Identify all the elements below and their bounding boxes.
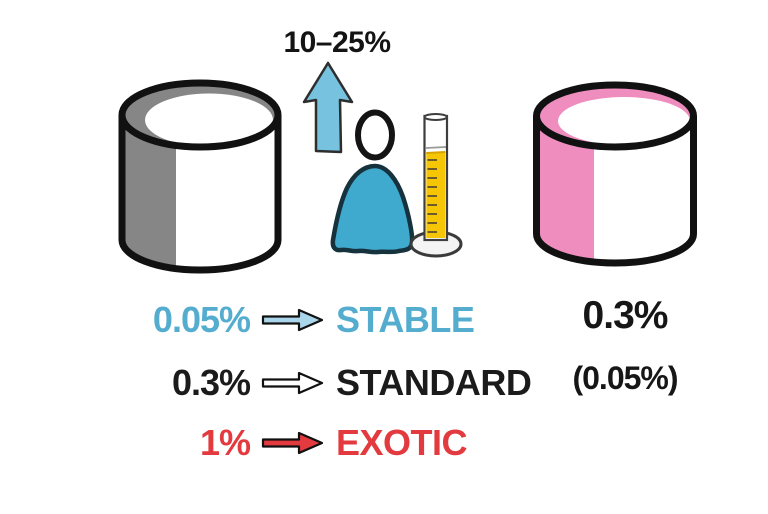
- right-cylinder-icon: [533, 81, 697, 267]
- person-cloak: [330, 163, 415, 255]
- standard-right-arrow-icon: [250, 370, 336, 396]
- legend-row-exotic: 1% EXOTIC: [58, 420, 468, 466]
- stable-percentage-value: 0.05%: [152, 299, 251, 340]
- person-head: [355, 109, 395, 161]
- exotic-percentage-value: 1%: [199, 422, 251, 463]
- standard-category-label: STANDARD: [336, 362, 532, 403]
- graduated-cylinder-rim: [423, 113, 448, 121]
- tick-marks: [427, 159, 437, 233]
- right-cylinder-secondary-label: (0.05%): [572, 360, 678, 396]
- right-cylinder-outline: [533, 116, 697, 267]
- exotic-right-arrow-icon: [250, 430, 336, 456]
- graduated-cylinder-icon: [409, 113, 463, 258]
- stable-right-arrow-icon: [250, 307, 336, 333]
- right-cylinder-top-white: [558, 97, 690, 145]
- top-percentage-label: 10–25%: [283, 26, 391, 59]
- up-arrow-icon: [302, 61, 354, 154]
- person-figure-icon: [330, 109, 415, 255]
- right-cylinder-pink-segment: [536, 116, 594, 262]
- left-cylinder-gray-segment: [122, 115, 176, 269]
- right-cylinder-primary-label: 0.3%: [582, 294, 669, 337]
- exotic-category-label: EXOTIC: [336, 422, 468, 463]
- legend-row-standard: 0.3% STANDARD: [58, 360, 532, 406]
- standard-percentage-value: 0.3%: [171, 362, 251, 403]
- meniscus-line: [425, 146, 447, 149]
- stable-category-label: STABLE: [336, 299, 475, 340]
- right-cylinder-rim-outline: [533, 81, 697, 151]
- legend-row-stable: 0.05% STABLE: [58, 297, 475, 343]
- liquid-surface: [426, 151, 446, 154]
- left-cylinder-outline: [118, 115, 282, 274]
- left-cylinder-top-white: [145, 93, 273, 147]
- left-cylinder-icon: [118, 79, 282, 274]
- left-cylinder-rim-outline: [118, 79, 282, 151]
